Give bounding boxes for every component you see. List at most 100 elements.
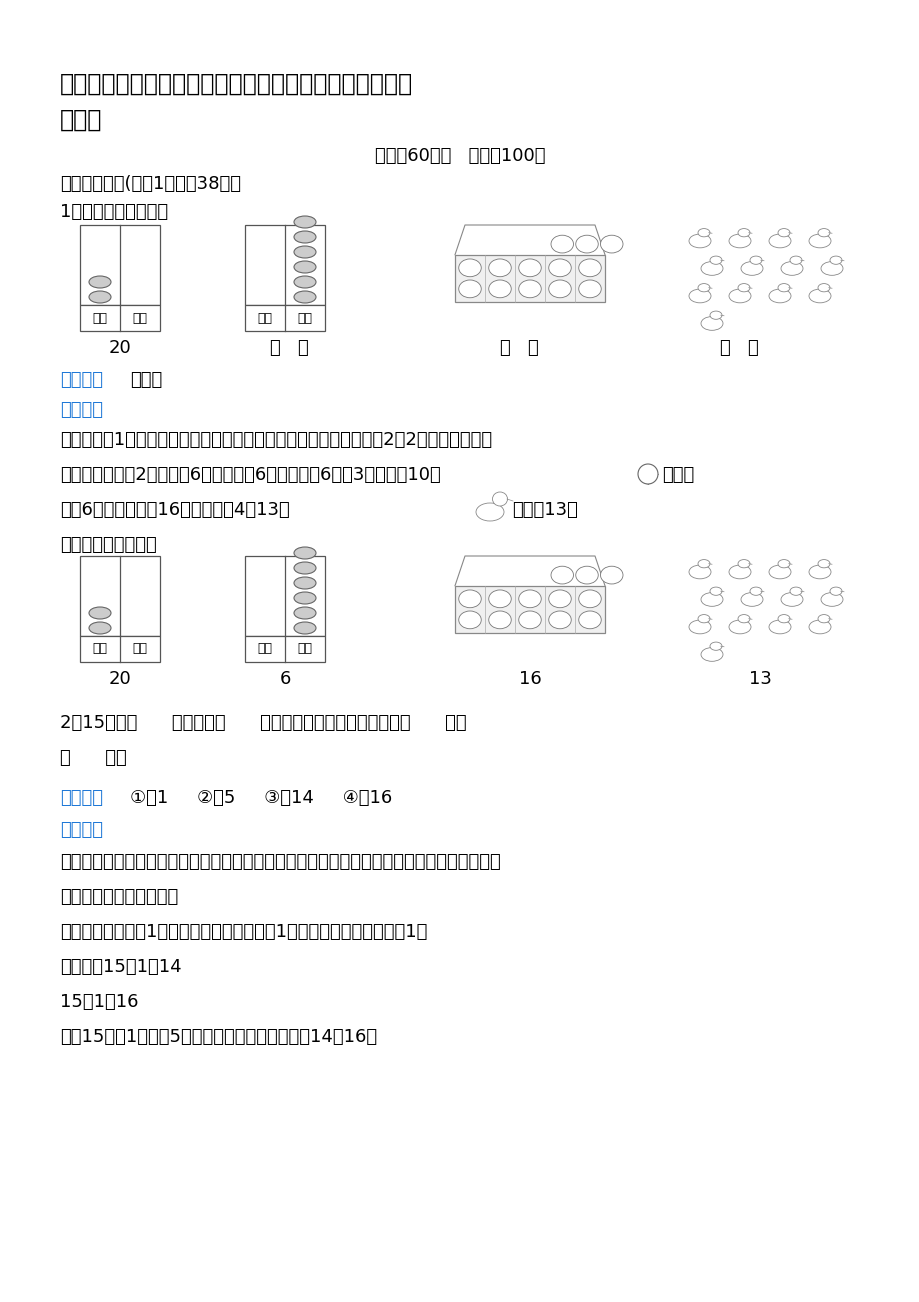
Ellipse shape — [294, 246, 315, 258]
Bar — [244, 225, 324, 305]
Bar — [80, 635, 160, 661]
Ellipse shape — [688, 289, 710, 303]
Ellipse shape — [817, 615, 829, 622]
Ellipse shape — [728, 234, 750, 247]
Ellipse shape — [737, 615, 749, 622]
Text: ，写作13。: ，写作13。 — [512, 501, 577, 519]
Ellipse shape — [777, 284, 789, 292]
Text: 个位: 个位 — [132, 311, 147, 324]
Ellipse shape — [728, 289, 750, 303]
Ellipse shape — [89, 622, 111, 634]
Ellipse shape — [600, 566, 622, 585]
Text: 十位: 十位 — [93, 311, 108, 324]
Ellipse shape — [768, 620, 790, 634]
Text: 13: 13 — [748, 671, 771, 687]
Ellipse shape — [829, 587, 841, 595]
Ellipse shape — [820, 592, 842, 607]
Ellipse shape — [492, 492, 507, 506]
Ellipse shape — [89, 607, 111, 618]
Ellipse shape — [709, 642, 721, 650]
Ellipse shape — [459, 611, 481, 629]
Ellipse shape — [688, 565, 710, 579]
Ellipse shape — [294, 216, 315, 228]
Ellipse shape — [709, 311, 721, 319]
Text: （   ）: （ ） — [720, 339, 758, 357]
Text: 个位: 个位 — [132, 642, 147, 655]
Text: ①．1     ②．5     ③．14     ④．16: ①．1 ②．5 ③．14 ④．16 — [130, 789, 391, 807]
Ellipse shape — [294, 230, 315, 243]
Circle shape — [637, 464, 657, 484]
Ellipse shape — [740, 592, 762, 607]
Ellipse shape — [709, 256, 721, 264]
Ellipse shape — [698, 560, 709, 568]
Bar — [244, 305, 324, 331]
Ellipse shape — [829, 256, 841, 264]
Ellipse shape — [294, 607, 315, 618]
Bar — [244, 556, 324, 635]
Ellipse shape — [550, 236, 573, 253]
Text: 十位: 十位 — [93, 642, 108, 655]
Ellipse shape — [789, 256, 801, 264]
Ellipse shape — [548, 611, 571, 629]
Ellipse shape — [575, 566, 597, 585]
Ellipse shape — [688, 620, 710, 634]
Text: 【分析】一个两位数，从右往左数，第一位是个位，个位上的数表示几个一；第二位是十位，: 【分析】一个两位数，从右往左数，第一位是个位，个位上的数表示几个一；第二位是十位… — [60, 853, 500, 871]
Ellipse shape — [808, 289, 830, 303]
Text: 相邻的两个数相差1，左边的数比右边的数小1；右边的数比左边的数大1。: 相邻的两个数相差1，左边的数比右边的数小1；右边的数比左边的数大1。 — [60, 923, 427, 941]
Text: 【详解】由分析得：: 【详解】由分析得： — [60, 536, 156, 553]
Ellipse shape — [294, 276, 315, 288]
Ellipse shape — [789, 587, 801, 595]
Ellipse shape — [777, 615, 789, 622]
Text: 及答案: 及答案 — [60, 108, 102, 132]
Bar — [455, 255, 605, 302]
Ellipse shape — [488, 280, 511, 298]
Text: （      ）。: （ ）。 — [60, 749, 127, 767]
Text: 【分析】图1用计数器表示数时，哪一位是几就拨几颗珠子。十位是2画2颗珠子，个位上: 【分析】图1用计数器表示数时，哪一位是几就拨几颗珠子。十位是2画2颗珠子，个位上 — [60, 431, 492, 449]
Text: 6: 6 — [279, 671, 290, 687]
Ellipse shape — [688, 234, 710, 247]
Ellipse shape — [768, 565, 790, 579]
Ellipse shape — [777, 229, 789, 237]
Ellipse shape — [808, 565, 830, 579]
Ellipse shape — [700, 262, 722, 275]
Ellipse shape — [89, 276, 111, 288]
Ellipse shape — [518, 611, 540, 629]
Ellipse shape — [488, 611, 511, 629]
Text: （   ）: （ ） — [269, 339, 309, 357]
Ellipse shape — [550, 566, 573, 585]
Ellipse shape — [737, 229, 749, 237]
Ellipse shape — [578, 280, 601, 298]
Bar — [244, 635, 324, 661]
Text: 十位上的数表示几个十。: 十位上的数表示几个十。 — [60, 888, 178, 906]
Ellipse shape — [728, 565, 750, 579]
Text: 【答案】: 【答案】 — [60, 371, 103, 389]
Ellipse shape — [780, 262, 802, 275]
Ellipse shape — [817, 229, 829, 237]
Ellipse shape — [820, 262, 842, 275]
Ellipse shape — [548, 259, 571, 277]
Ellipse shape — [294, 260, 315, 273]
Text: 15＋1＝16: 15＋1＝16 — [60, 993, 139, 1010]
Ellipse shape — [740, 262, 762, 275]
Ellipse shape — [578, 611, 601, 629]
Ellipse shape — [749, 587, 761, 595]
Text: 【解析】: 【解析】 — [60, 401, 103, 419]
Text: 故，15是由1个十和5个一组成，与它相邻的数是14和16。: 故，15是由1个十和5个一组成，与它相邻的数是14和16。 — [60, 1029, 377, 1046]
Text: （   ）: （ ） — [499, 339, 539, 357]
Ellipse shape — [808, 234, 830, 247]
Ellipse shape — [578, 590, 601, 608]
Ellipse shape — [709, 587, 721, 595]
Text: 见详解: 见详解 — [130, 371, 162, 389]
Ellipse shape — [600, 236, 622, 253]
Ellipse shape — [737, 284, 749, 292]
Ellipse shape — [294, 592, 315, 604]
Ellipse shape — [700, 592, 722, 607]
Ellipse shape — [294, 292, 315, 303]
Text: 没有就不画；图2个位上有6颗珠子表示6个一，写作6；图3盒子里有10个: 没有就不画；图2个位上有6颗珠子表示6个一，写作6；图3盒子里有10个 — [60, 466, 440, 484]
Ellipse shape — [294, 562, 315, 574]
Ellipse shape — [700, 316, 722, 331]
Ellipse shape — [768, 289, 790, 303]
Text: 十位: 十位 — [257, 642, 272, 655]
Bar — [80, 556, 160, 635]
Ellipse shape — [728, 620, 750, 634]
